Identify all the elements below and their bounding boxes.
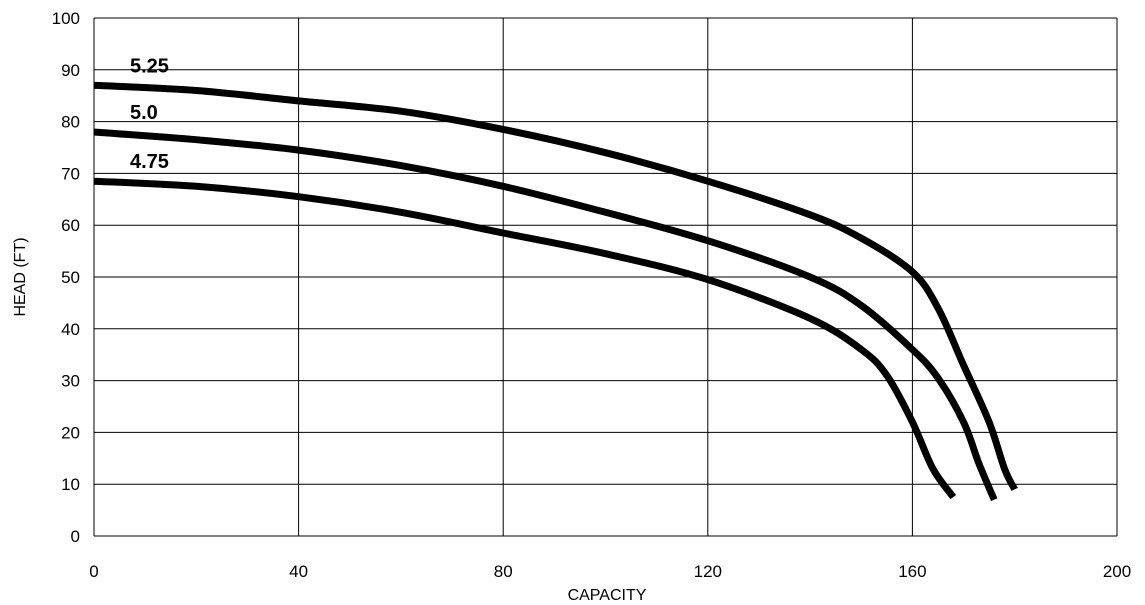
y-tick-label: 40 — [61, 320, 80, 339]
x-tick-label: 160 — [898, 562, 926, 581]
x-axis-title: CAPACITY — [568, 587, 647, 604]
x-tick-label: 120 — [694, 562, 722, 581]
y-tick-label: 60 — [61, 216, 80, 235]
y-tick-label: 70 — [61, 164, 80, 183]
y-tick-label: 90 — [61, 61, 80, 80]
y-tick-label: 80 — [61, 113, 80, 132]
grid-lines — [93, 17, 1118, 537]
series-label-5-25: 5.25 — [130, 55, 169, 77]
y-tick-label: 100 — [52, 9, 80, 28]
y-tick-label: 30 — [61, 372, 80, 391]
x-tick-label: 80 — [494, 562, 513, 581]
series-curves — [93, 81, 1018, 502]
y-tick-labels: 0 10 20 30 40 50 60 70 80 90 100 — [52, 9, 80, 546]
x-tick-label: 200 — [1103, 562, 1131, 581]
y-axis-title: HEAD (FT) — [12, 237, 29, 316]
series-label-5-0: 5.0 — [130, 102, 158, 124]
y-tick-label: 0 — [71, 527, 80, 546]
y-tick-label: 50 — [61, 268, 80, 287]
x-tick-labels: 0 40 80 120 160 200 — [89, 562, 1131, 581]
series-line-4-75 — [93, 177, 957, 500]
series-label-4-75: 4.75 — [130, 151, 169, 173]
x-tick-label: 40 — [289, 562, 308, 581]
series-line-5-25 — [93, 81, 1018, 492]
series-labels: 5.25 5.0 4.75 — [130, 55, 169, 173]
y-tick-label: 10 — [61, 475, 80, 494]
series-line-5-0 — [93, 128, 998, 502]
x-tick-label: 0 — [89, 562, 98, 581]
y-tick-label: 20 — [61, 423, 80, 442]
